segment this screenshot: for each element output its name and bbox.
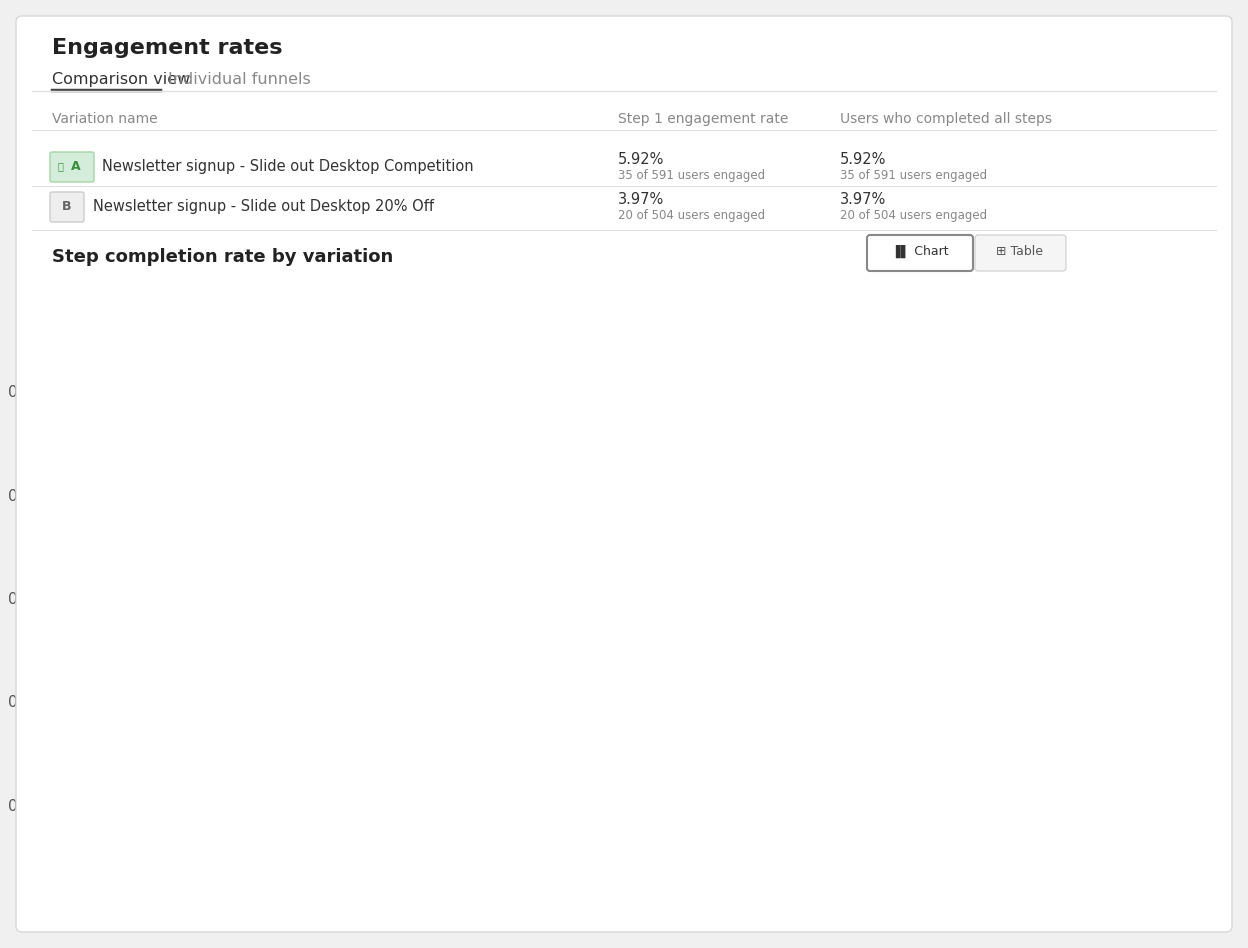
Text: 20 of 504 users engaged: 20 of 504 users engaged xyxy=(840,209,987,222)
FancyBboxPatch shape xyxy=(50,152,94,182)
Text: 3.97%: 3.97% xyxy=(840,191,886,207)
Text: Users who completed all steps: Users who completed all steps xyxy=(840,112,1052,126)
FancyBboxPatch shape xyxy=(50,192,84,222)
Text: Variation name: Variation name xyxy=(52,112,157,126)
Text: 5.92%: 5.92% xyxy=(840,152,886,167)
Bar xyxy=(211,847,359,908)
Text: Newsletter signup - Slide out Desktop 20% Off: Newsletter signup - Slide out Desktop 20… xyxy=(94,198,434,213)
Text: 3.97%: 3.97% xyxy=(618,191,664,207)
FancyBboxPatch shape xyxy=(975,235,1066,271)
Text: Step 1 engagement rate: Step 1 engagement rate xyxy=(618,112,789,126)
Text: Comparison view: Comparison view xyxy=(52,72,190,87)
Text: Step completion rate by variation: Step completion rate by variation xyxy=(52,248,393,266)
Bar xyxy=(909,498,1057,908)
Bar xyxy=(381,867,528,908)
Text: 5.92%: 5.92% xyxy=(618,152,664,167)
Text: Engagement rates: Engagement rates xyxy=(52,38,282,58)
Text: 20 of 504 users engaged: 20 of 504 users engaged xyxy=(618,209,765,222)
Text: 🏆: 🏆 xyxy=(57,161,64,171)
Text: ⊞ Table: ⊞ Table xyxy=(996,245,1043,258)
Legend: Newsletter signup - Slide out Desktop Competition, Newsletter signup - Slide out: Newsletter signup - Slide out Desktop Co… xyxy=(59,213,751,237)
Text: 35 of 591 users engaged: 35 of 591 users engaged xyxy=(618,169,765,181)
Text: Newsletter signup - Slide out Desktop Competition: Newsletter signup - Slide out Desktop Co… xyxy=(102,158,474,173)
Text: 35 of 591 users engaged: 35 of 591 users engaged xyxy=(840,169,987,181)
FancyBboxPatch shape xyxy=(16,16,1232,932)
FancyBboxPatch shape xyxy=(867,235,973,271)
Text: B: B xyxy=(62,199,71,212)
Text: A: A xyxy=(71,159,81,173)
Text: ▐▌ Chart: ▐▌ Chart xyxy=(891,245,948,258)
Bar xyxy=(740,634,889,908)
Text: Individual funnels: Individual funnels xyxy=(168,72,311,87)
